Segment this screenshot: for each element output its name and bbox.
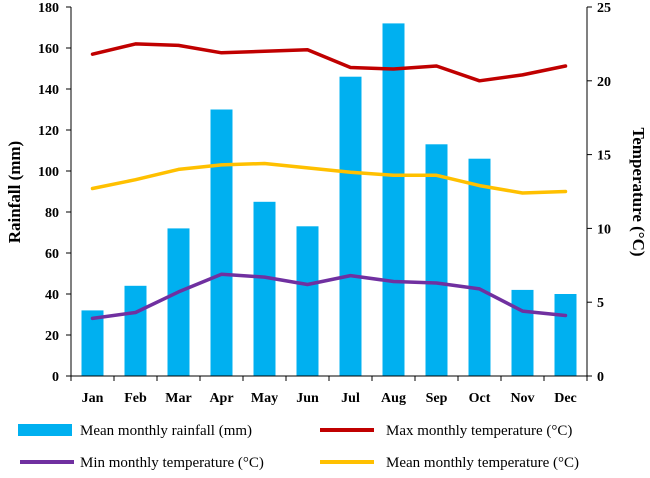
legend: Mean monthly rainfall (mm) Max monthly te… <box>18 423 579 471</box>
right-tick-label: 25 <box>597 1 611 16</box>
series-line-3 <box>90 161 568 195</box>
rainfall-bar-may <box>253 201 276 377</box>
legend-label: Mean monthly temperature (°C) <box>386 455 579 471</box>
rainfall-bar-oct <box>468 158 491 376</box>
rainfall-bar-nov <box>511 289 534 376</box>
x-tick-label: Mar <box>165 391 191 406</box>
legend-label: Max monthly temperature (°C) <box>386 423 572 439</box>
rainfall-bar-apr <box>210 109 233 376</box>
rainfall-bar-sep <box>425 144 448 376</box>
x-tick-label: Aug <box>381 391 406 406</box>
left-tick-label: 140 <box>38 83 59 98</box>
x-tick-label: Dec <box>554 391 577 406</box>
x-tick-label: Jan <box>82 391 104 406</box>
left-tick-label: 80 <box>45 206 59 221</box>
left-tick-label: 120 <box>38 124 59 139</box>
legend-swatch-bar <box>18 424 72 436</box>
rainfall-bar-mar <box>167 228 190 376</box>
temperature-lines <box>90 42 568 321</box>
x-tick-label: Apr <box>209 391 233 406</box>
x-tick-label: Nov <box>510 391 534 406</box>
left-axis-title: Rainfall (mm) <box>5 141 24 243</box>
x-tick-label: Feb <box>124 391 147 406</box>
rainfall-bar-aug <box>382 23 405 377</box>
x-tick-label: May <box>251 391 278 406</box>
right-tick-label: 15 <box>597 149 611 164</box>
rainfall-bar-jan <box>81 310 104 376</box>
x-tick-label: Jul <box>341 391 360 406</box>
series-line-1 <box>90 42 568 83</box>
left-tick-label: 40 <box>45 288 59 303</box>
x-tick-label: Sep <box>426 391 448 406</box>
rainfall-bar-dec <box>554 294 577 376</box>
left-tick-label: 180 <box>38 1 59 16</box>
legend-label: Min monthly temperature (°C) <box>80 455 264 471</box>
left-tick-label: 60 <box>45 247 59 262</box>
rainfall-bar-jun <box>296 226 319 376</box>
right-tick-label: 0 <box>597 370 604 385</box>
rainfall-bar-jul <box>339 76 362 376</box>
left-tick-label: 0 <box>52 370 59 385</box>
left-tick-label: 100 <box>38 165 59 180</box>
tick-labels: 0 20 40 60 80 100 120 140 160 180 0 5 10 15 20 25 Jan Feb… <box>38 1 611 406</box>
axes <box>66 6 592 381</box>
right-tick-label: 10 <box>597 222 611 237</box>
x-tick-label: Oct <box>469 391 491 406</box>
right-axis-title: Temperature (°C) <box>629 127 648 256</box>
legend-label: Mean monthly rainfall (mm) <box>80 423 252 439</box>
rainfall-bar-feb <box>124 285 147 376</box>
left-tick-label: 20 <box>45 329 59 344</box>
left-tick-label: 160 <box>38 42 59 57</box>
right-tick-label: 5 <box>597 296 604 311</box>
x-tick-label: Jun <box>296 391 319 406</box>
series-line-2 <box>90 272 568 321</box>
right-tick-label: 20 <box>597 75 611 90</box>
